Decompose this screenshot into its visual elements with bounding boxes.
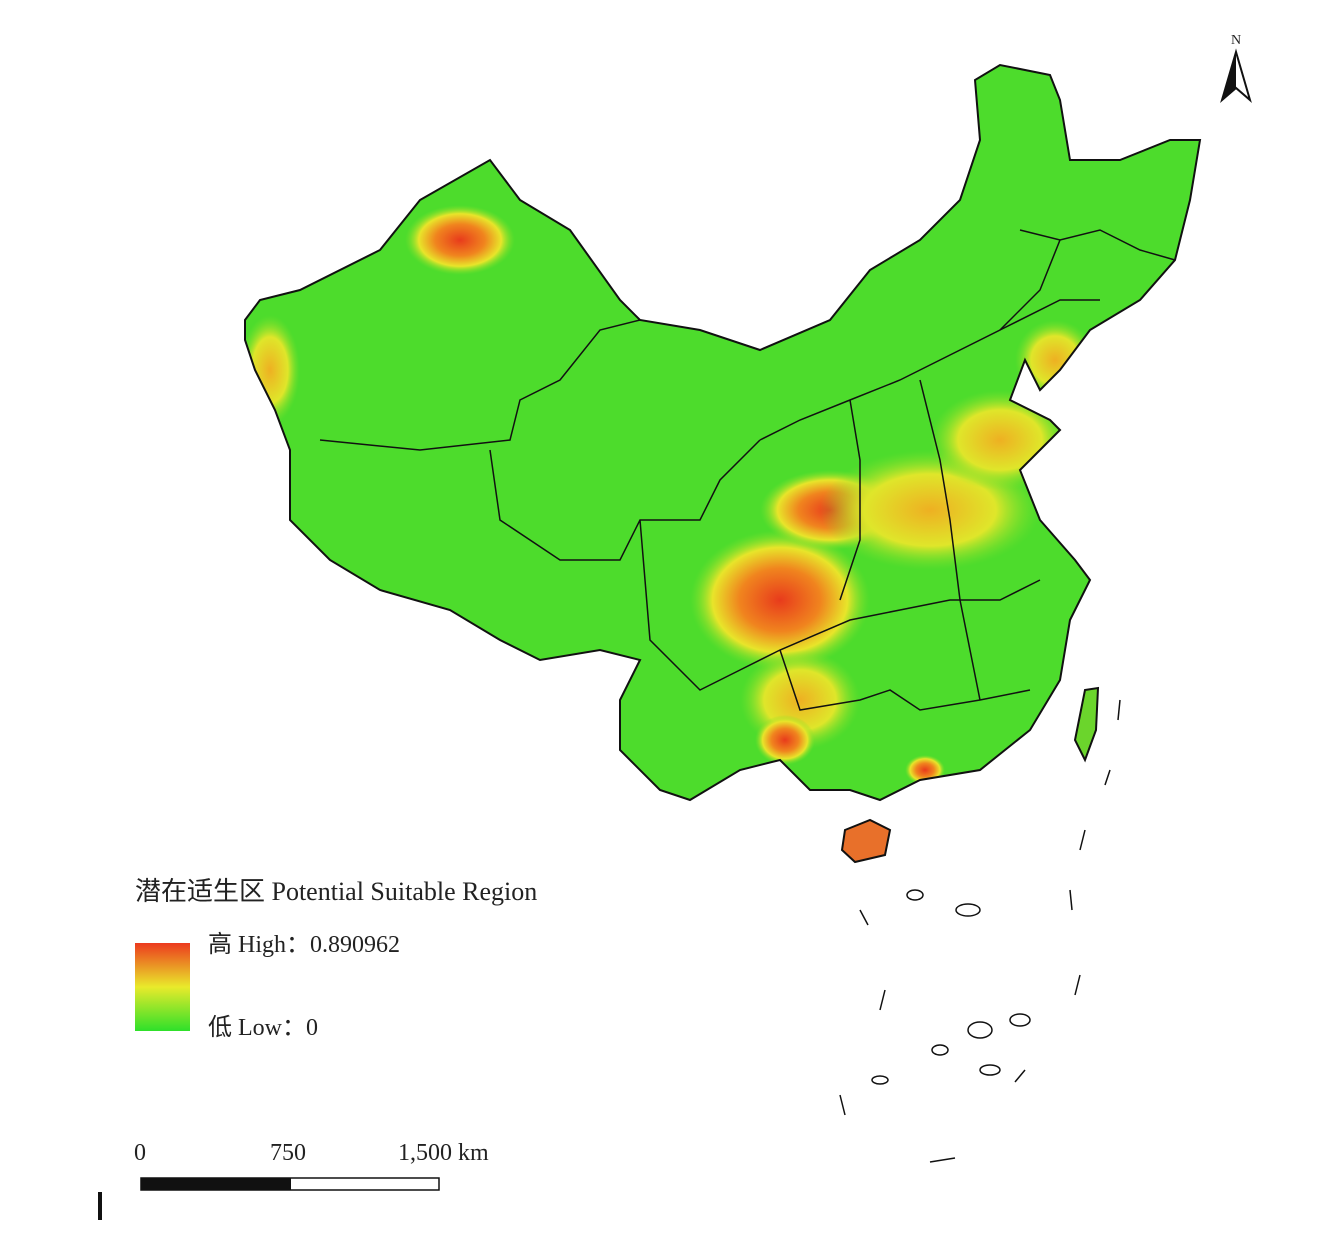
hotspot xyxy=(755,715,815,765)
corner-mark xyxy=(98,1192,102,1220)
hotspot xyxy=(690,530,870,670)
north-label: N xyxy=(1231,33,1241,48)
legend-ramp xyxy=(135,943,190,1031)
taiwan xyxy=(1073,686,1100,763)
north-arrow: N xyxy=(1220,33,1252,103)
legend-high: 高 High：0.890962 xyxy=(208,931,400,958)
land-fill xyxy=(245,65,1200,800)
hainan xyxy=(840,818,892,864)
legend-title: 潜在适生区 Potential Suitable Region xyxy=(135,877,537,906)
province-borders xyxy=(319,229,1176,711)
hotspot xyxy=(1015,320,1095,400)
scale-label: 0 xyxy=(134,1140,146,1166)
scale-label: 750 xyxy=(270,1140,306,1166)
scale-bar-fill xyxy=(141,1178,291,1190)
hotspot xyxy=(245,315,300,425)
scale-label: 1,500 km xyxy=(398,1140,489,1166)
south-sea-islands xyxy=(839,699,1121,1163)
scale-bar: 0 750 1,500 km xyxy=(98,1140,489,1220)
legend-low: 低 Low：0 xyxy=(208,1014,318,1041)
hotspot xyxy=(905,755,945,785)
legend: 潜在适生区 Potential Suitable Region 高 High：0… xyxy=(135,877,537,1041)
north-arrow-half xyxy=(1222,52,1236,100)
hotspot xyxy=(405,205,515,275)
suitability-surface xyxy=(245,65,1200,800)
